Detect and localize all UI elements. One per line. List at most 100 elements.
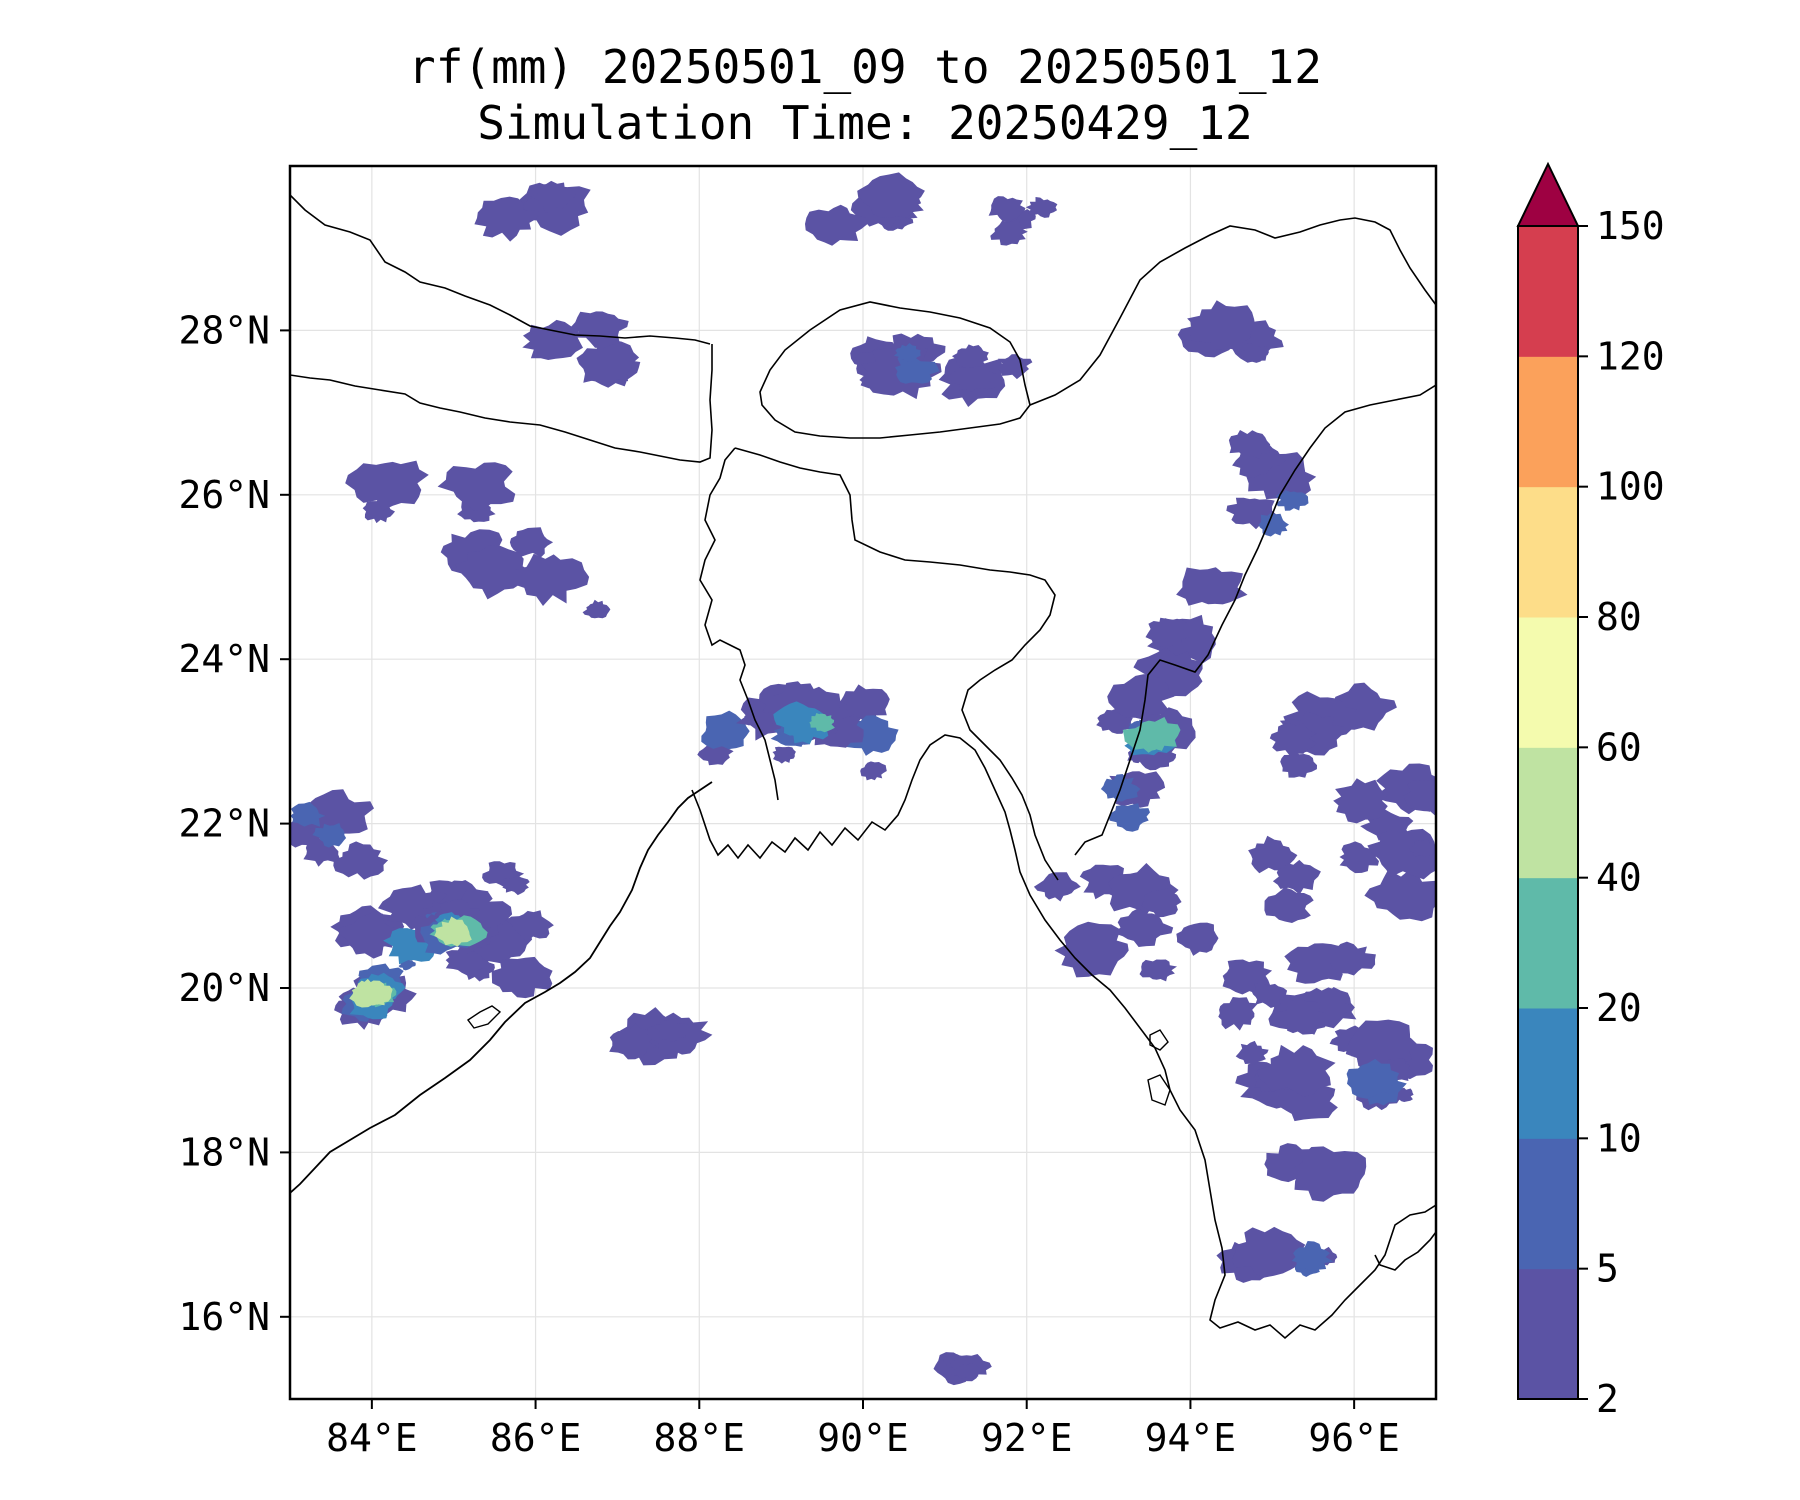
colorbar-tick-label: 120 (1596, 334, 1665, 378)
rain-cell-myanmar-e (1248, 835, 1298, 874)
nepal-north-border (290, 194, 711, 345)
rain-cell-bihar-band (345, 460, 429, 511)
rain-cell-tibet-3 (1025, 197, 1058, 218)
chart-title: rf(mm) 20250501_09 to 20250501_12 (408, 40, 1322, 94)
rain-cell-tibet-1 (474, 196, 539, 242)
rain-cell-chhattisgarh-west (333, 841, 389, 880)
rain-cell-bangladesh-sw (860, 761, 887, 781)
x-tick-label: 96°E (1308, 1416, 1400, 1460)
colorbar-tick-label: 10 (1596, 1116, 1642, 1160)
rain-cell-myanmar-w (1139, 959, 1177, 982)
rain-cell-myanmar-e (1269, 723, 1317, 756)
rain-cell-bhutan (950, 363, 997, 392)
y-tick-label: 26°N (178, 473, 270, 517)
rain-cell-myanmar-e (1284, 943, 1346, 984)
rain-cell-bangladesh-sw (844, 715, 899, 756)
rain-cell-myanmar-w (1114, 908, 1174, 947)
colorbar-extend-arrow (1516, 161, 1580, 227)
rain-cell-jharkhand-band (513, 553, 590, 606)
rain-cell-myanmar-s (1256, 1044, 1336, 1097)
rain-cell-myanmar-w (1176, 922, 1219, 956)
rain-cell-manipur (1107, 674, 1175, 720)
rain-cell-myanmar-e (1280, 751, 1317, 778)
ramree-island (1147, 1074, 1171, 1106)
rain-cell-odisha-peak1 (443, 923, 465, 937)
rain-cell-bhutan (997, 354, 1033, 380)
rain-cell-nepal-1 (522, 319, 583, 360)
rainfall-contours (290, 172, 1436, 1386)
rain-cell-manipur (1133, 647, 1203, 697)
x-tick-label: 94°E (1145, 1416, 1237, 1460)
rain-cell-tibet-2 (805, 204, 868, 246)
nepal-south-border (290, 344, 713, 463)
rain-cell-odisha (445, 945, 485, 976)
rain-cell-tibet-3 (990, 218, 1028, 246)
chart-subtitle: Simulation Time: 20250429_12 (477, 96, 1253, 150)
coastlines-borders (290, 194, 1436, 1340)
y-tick-label: 22°N (178, 802, 270, 846)
colorbar-tick-label: 80 (1596, 595, 1642, 639)
rain-cell-nagaland-band (1145, 618, 1191, 648)
colorbar-bin (1518, 486, 1578, 618)
rain-cell-myanmar-w (1033, 872, 1081, 902)
colorbar-bin (1518, 617, 1578, 748)
rain-cell-myanmar-e (1408, 839, 1436, 858)
x-tick-label: 86°E (490, 1416, 582, 1460)
rain-cell-myanmar-w (1141, 888, 1182, 918)
rain-cell-irrawaddy (1231, 1226, 1306, 1278)
rain-cell-myanmar-s (1218, 997, 1258, 1031)
rain-cell-myanmar-s (1294, 1146, 1367, 1202)
bangladesh-west-border (699, 447, 779, 801)
x-tick-label: 92°E (981, 1416, 1073, 1460)
rain-cell-odisha (506, 910, 554, 942)
colorbar: 2 5 10 20 40 60 80 100 120 150 (1516, 161, 1665, 1421)
colorbar-tick-label: 40 (1596, 856, 1642, 900)
colorbar-bin (1518, 226, 1578, 357)
rain-cell-odisha (491, 956, 553, 999)
rain-cell-bhutan (952, 344, 989, 368)
rain-cell-bay-1 (653, 1019, 691, 1042)
colorbar-frame (1517, 225, 1579, 1400)
rain-cell-odisha (335, 911, 400, 959)
cheduba-island (1149, 1029, 1169, 1051)
rain-cell-odisha (502, 874, 530, 896)
east-india-coastline (290, 781, 713, 1194)
colorbar-bin (1518, 1138, 1578, 1270)
rain-cell-jharkhand-band (454, 545, 534, 600)
rain-cell-myanmar-e (1364, 869, 1436, 922)
colorbar-bin (1518, 1008, 1578, 1139)
rain-cell-bhutan-core (895, 357, 940, 384)
colorbar-bin (1518, 356, 1578, 488)
rain-cell-chhattisgarh-west (290, 801, 326, 827)
colorbar-tick-label: 60 (1596, 725, 1642, 769)
rain-cell-w-bengal (772, 746, 796, 764)
rain-cell-tibet-3 (988, 196, 1026, 223)
y-tick-label: 16°N (178, 1295, 270, 1339)
rain-cell-bhutan-core (893, 343, 921, 363)
rain-cell-nagaland-band (1176, 567, 1248, 606)
rain-cell-bay-2 (954, 1363, 979, 1379)
rain-cell-nepal-1 (570, 311, 629, 349)
x-tick-label: 88°E (654, 1416, 746, 1460)
rain-cell-myanmar-w (1054, 921, 1129, 978)
arunachal-border (1029, 217, 1436, 406)
y-tick-label: 18°N (178, 1130, 270, 1174)
bhutan-border (759, 301, 1031, 439)
map-axes: 84°E 86°E 88°E 90°E 92°E 94°E 96°E 16°N 18°N 20°N… (178, 308, 1399, 1460)
rain-cell-chhattisgarh-west (303, 789, 374, 840)
rain-cell-tibet-2 (859, 172, 925, 218)
rain-cell-myanmar-s-core (1346, 1058, 1400, 1099)
myanmar-coastline (1374, 1231, 1436, 1271)
chilika-lake (466, 1005, 502, 1029)
colorbar-tick-label: 150 (1596, 204, 1665, 248)
colorbar-tick-label: 20 (1596, 986, 1642, 1030)
rain-cell-nepal-1 (576, 339, 640, 386)
y-tick-label: 20°N (178, 966, 270, 1010)
rain-cell-myanmar-e (1333, 778, 1388, 824)
x-tick-label: 84°E (326, 1416, 418, 1460)
rain-cell-manipur-core (1122, 717, 1181, 753)
rain-cell-arunachal (1240, 342, 1269, 363)
rain-cell-bihar-band (437, 462, 516, 511)
rain-cell-arunachal (1187, 300, 1256, 350)
